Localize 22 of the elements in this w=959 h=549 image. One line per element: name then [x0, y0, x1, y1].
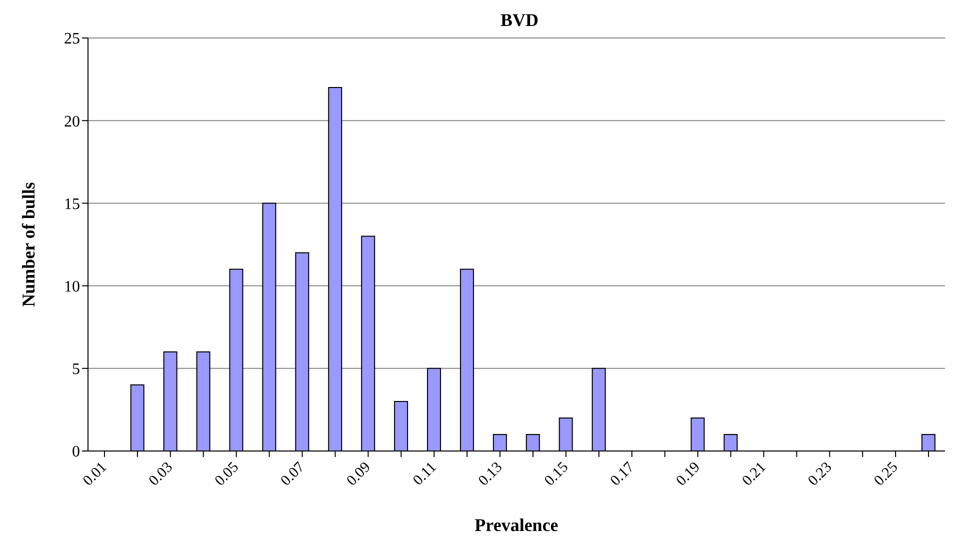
y-tick-label: 25: [64, 30, 80, 48]
y-tick-label: 10: [64, 278, 80, 296]
x-tick-label: 0.19: [674, 459, 704, 490]
x-tick-label: 0.23: [805, 459, 836, 490]
x-tick-label: 0.21: [739, 459, 770, 490]
y-tick-label: 0: [72, 444, 80, 461]
y-tick-label: 20: [64, 113, 80, 130]
chart-title: BVD: [499, 10, 540, 31]
x-tick-label: 0.11: [410, 459, 440, 489]
x-tick-label: 0.09: [344, 459, 374, 490]
x-tick-label: 0.01: [80, 459, 110, 490]
x-tick-label: 0.07: [278, 458, 308, 490]
x-tick-label: 0.25: [871, 459, 902, 490]
y-tick-label: 15: [64, 196, 80, 213]
y-axis-title: Number of bulls: [18, 182, 38, 307]
x-axis-title: Prevalence: [474, 515, 558, 535]
x-tick-label: 0.05: [212, 459, 242, 490]
x-tick-label: 0.17: [608, 458, 638, 490]
x-tick-label: 0.13: [476, 459, 506, 490]
x-tick-label: 0.15: [542, 459, 572, 490]
x-tick-label: 0.03: [146, 459, 176, 490]
y-tick-label: 5: [72, 361, 80, 378]
